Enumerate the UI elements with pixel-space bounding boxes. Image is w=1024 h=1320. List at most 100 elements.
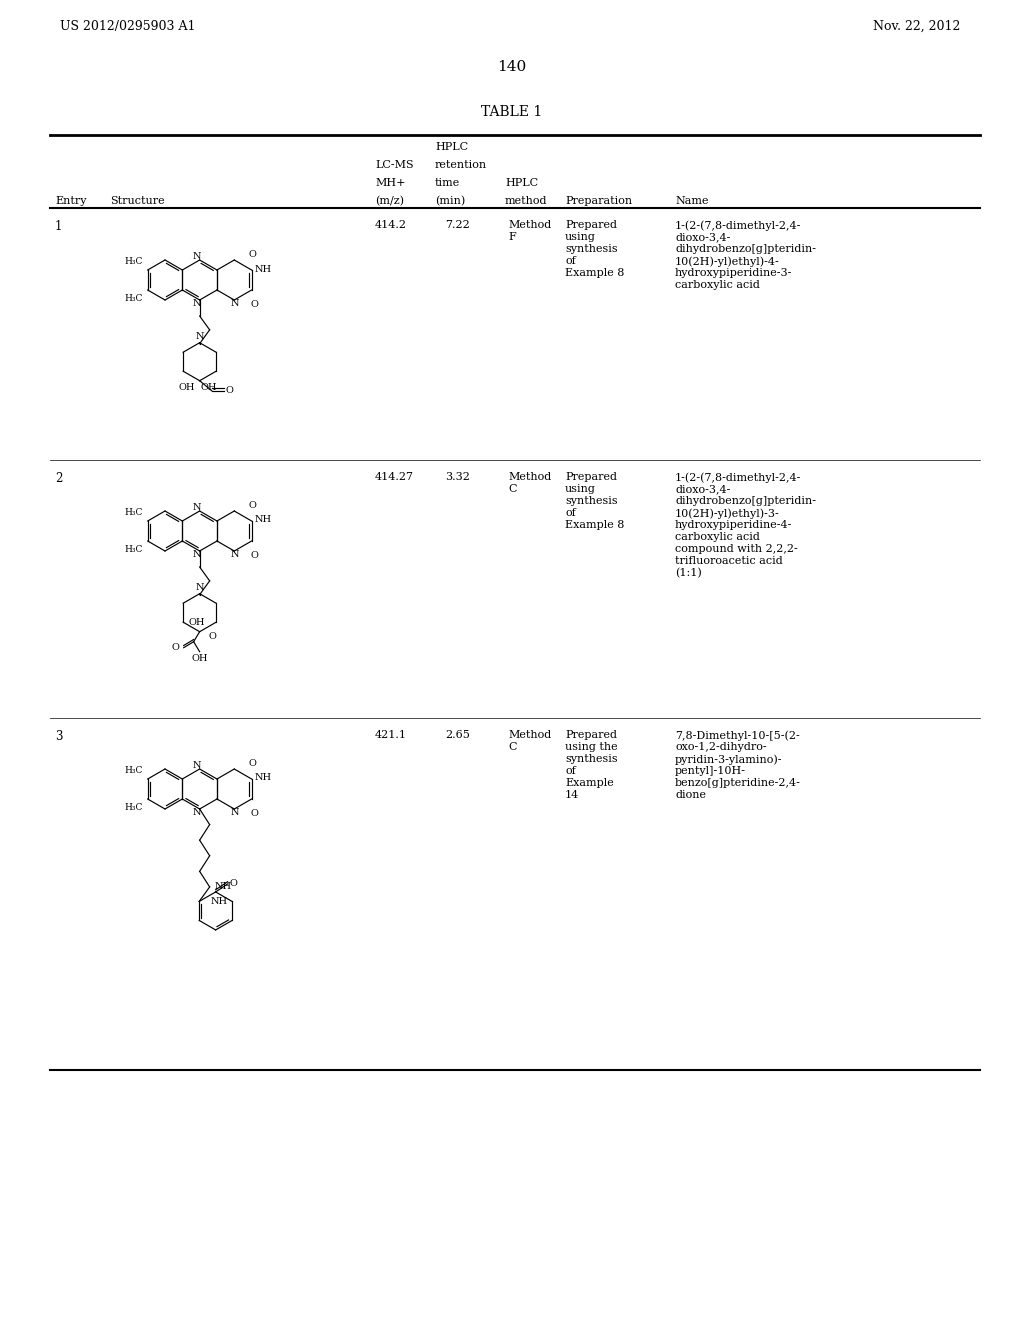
Text: O: O — [172, 643, 179, 652]
Text: using the: using the — [565, 742, 617, 752]
Text: N: N — [193, 808, 201, 817]
Text: Method: Method — [508, 220, 551, 230]
Text: hydroxypiperidine-3-: hydroxypiperidine-3- — [675, 268, 793, 279]
Text: O: O — [248, 759, 256, 768]
Text: F: F — [508, 232, 516, 242]
Text: N: N — [193, 300, 201, 308]
Text: H₃C: H₃C — [125, 766, 143, 775]
Text: O: O — [250, 809, 258, 818]
Text: 414.2: 414.2 — [375, 220, 407, 230]
Text: O: O — [229, 879, 238, 888]
Text: HPLC: HPLC — [435, 143, 468, 152]
Text: Prepared: Prepared — [565, 473, 617, 482]
Text: H₃C: H₃C — [125, 803, 143, 812]
Text: 1: 1 — [55, 220, 62, 234]
Text: pyridin-3-ylamino)-: pyridin-3-ylamino)- — [675, 754, 782, 764]
Text: NH: NH — [254, 264, 271, 273]
Text: O: O — [208, 632, 216, 642]
Text: of: of — [565, 508, 575, 517]
Text: 2.65: 2.65 — [445, 730, 470, 741]
Text: time: time — [435, 178, 460, 187]
Text: synthesis: synthesis — [565, 754, 617, 764]
Text: OH: OH — [188, 618, 205, 627]
Text: N: N — [193, 252, 201, 261]
Text: retention: retention — [435, 160, 487, 170]
Text: H₃C: H₃C — [125, 508, 143, 517]
Text: using: using — [565, 232, 596, 242]
Text: Preparation: Preparation — [565, 195, 632, 206]
Text: dihydrobenzo[g]pteridin-: dihydrobenzo[g]pteridin- — [675, 496, 816, 506]
Text: dihydrobenzo[g]pteridin-: dihydrobenzo[g]pteridin- — [675, 244, 816, 253]
Text: synthesis: synthesis — [565, 244, 617, 253]
Text: C: C — [508, 484, 516, 494]
Text: Name: Name — [675, 195, 709, 206]
Text: H₃C: H₃C — [125, 294, 143, 304]
Text: 14: 14 — [565, 789, 580, 800]
Text: hydroxypiperidine-4-: hydroxypiperidine-4- — [675, 520, 793, 531]
Text: 7.22: 7.22 — [445, 220, 470, 230]
Text: 1-(2-(7,8-dimethyl-2,4-: 1-(2-(7,8-dimethyl-2,4- — [675, 220, 802, 231]
Text: N: N — [193, 550, 201, 558]
Text: O: O — [248, 249, 256, 259]
Text: carboxylic acid: carboxylic acid — [675, 532, 760, 543]
Text: Method: Method — [508, 730, 551, 741]
Text: Example 8: Example 8 — [565, 520, 625, 531]
Text: Entry: Entry — [55, 195, 86, 206]
Text: dioxo-3,4-: dioxo-3,4- — [675, 484, 730, 494]
Text: method: method — [505, 195, 548, 206]
Text: Example 8: Example 8 — [565, 268, 625, 279]
Text: synthesis: synthesis — [565, 496, 617, 506]
Text: oxo-1,2-dihydro-: oxo-1,2-dihydro- — [675, 742, 767, 752]
Text: Prepared: Prepared — [565, 220, 617, 230]
Text: HPLC: HPLC — [505, 178, 539, 187]
Text: of: of — [565, 256, 575, 267]
Text: compound with 2,2,2-: compound with 2,2,2- — [675, 544, 798, 554]
Text: NH: NH — [211, 898, 228, 906]
Text: US 2012/0295903 A1: US 2012/0295903 A1 — [60, 20, 196, 33]
Text: 414.27: 414.27 — [375, 473, 414, 482]
Text: OH: OH — [191, 653, 208, 663]
Text: 10(2H)-yl)ethyl)-3-: 10(2H)-yl)ethyl)-3- — [675, 508, 779, 519]
Text: (min): (min) — [435, 195, 465, 206]
Text: 140: 140 — [498, 59, 526, 74]
Text: H₃C: H₃C — [125, 257, 143, 267]
Text: pentyl]-10H-: pentyl]-10H- — [675, 766, 746, 776]
Text: 2: 2 — [55, 473, 62, 484]
Text: Method: Method — [508, 473, 551, 482]
Text: N: N — [231, 808, 240, 817]
Text: Example: Example — [565, 777, 613, 788]
Text: NH: NH — [254, 516, 271, 524]
Text: C: C — [508, 742, 516, 752]
Text: N: N — [196, 582, 204, 591]
Text: LC-MS: LC-MS — [375, 160, 414, 170]
Text: O: O — [248, 502, 256, 510]
Text: Structure: Structure — [110, 195, 165, 206]
Text: using: using — [565, 484, 596, 494]
Text: N: N — [231, 300, 240, 308]
Text: MH+: MH+ — [375, 178, 406, 187]
Text: OH: OH — [178, 383, 195, 392]
Text: Prepared: Prepared — [565, 730, 617, 741]
Text: N: N — [196, 331, 204, 341]
Text: carboxylic acid: carboxylic acid — [675, 280, 760, 290]
Text: benzo[g]pteridine-2,4-: benzo[g]pteridine-2,4- — [675, 777, 801, 788]
Text: O: O — [250, 550, 258, 560]
Text: dioxo-3,4-: dioxo-3,4- — [675, 232, 730, 242]
Text: Nov. 22, 2012: Nov. 22, 2012 — [872, 20, 961, 33]
Text: (1:1): (1:1) — [675, 568, 701, 578]
Text: O: O — [250, 300, 258, 309]
Text: OH: OH — [201, 383, 217, 392]
Text: H₃C: H₃C — [125, 545, 143, 554]
Text: TABLE 1: TABLE 1 — [481, 106, 543, 119]
Text: NH: NH — [215, 883, 231, 891]
Text: NH: NH — [254, 774, 271, 783]
Text: O: O — [225, 387, 233, 395]
Text: dione: dione — [675, 789, 706, 800]
Text: 421.1: 421.1 — [375, 730, 407, 741]
Text: trifluoroacetic acid: trifluoroacetic acid — [675, 556, 782, 566]
Text: 7,8-Dimethyl-10-[5-(2-: 7,8-Dimethyl-10-[5-(2- — [675, 730, 800, 741]
Text: 3.32: 3.32 — [445, 473, 470, 482]
Text: 1-(2-(7,8-dimethyl-2,4-: 1-(2-(7,8-dimethyl-2,4- — [675, 473, 802, 483]
Text: N: N — [231, 550, 240, 558]
Text: 3: 3 — [55, 730, 62, 743]
